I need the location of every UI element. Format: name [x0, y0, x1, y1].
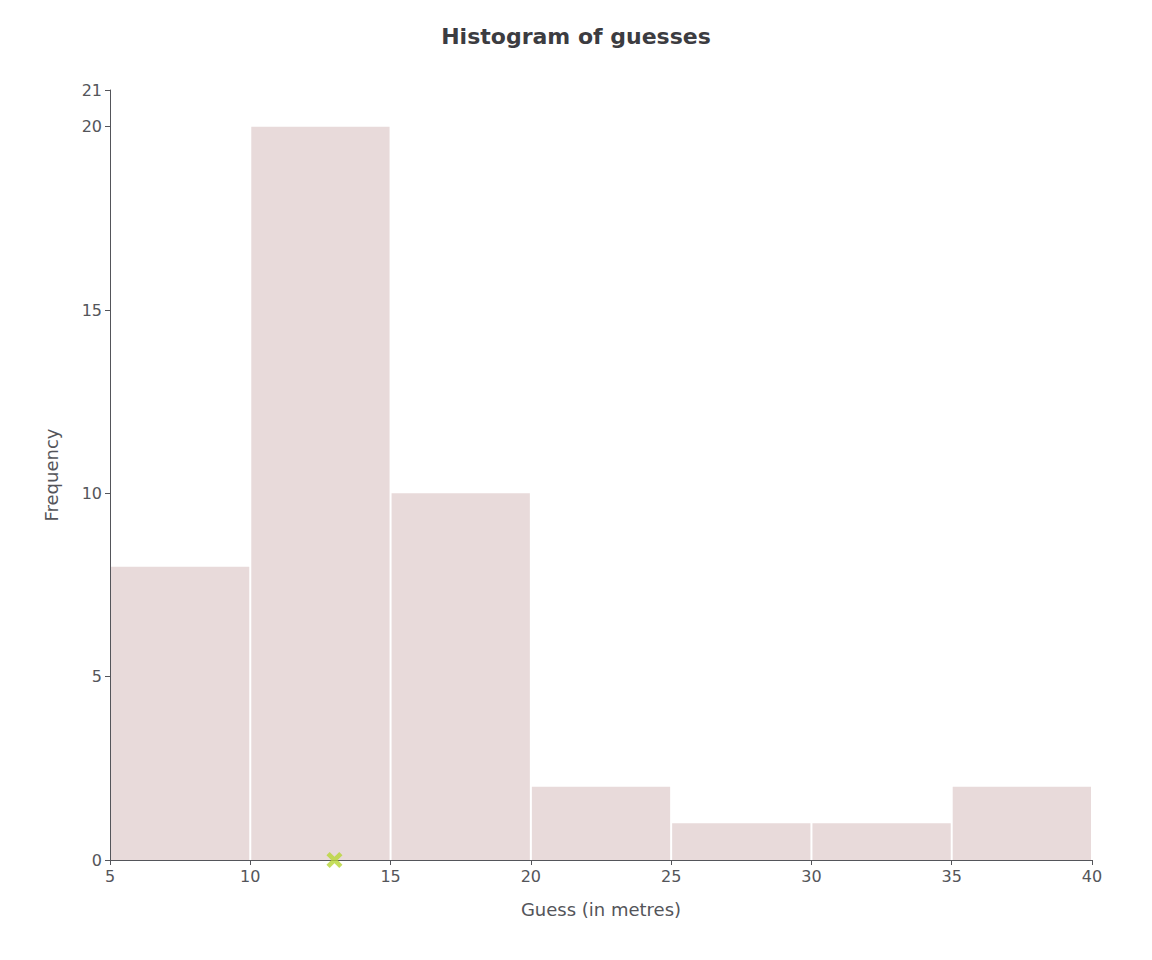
svg-text:15: 15: [82, 301, 102, 320]
svg-text:Frequency: Frequency: [41, 428, 62, 521]
svg-text:25: 25: [661, 867, 681, 886]
svg-text:Histogram of guesses: Histogram of guesses: [441, 24, 711, 49]
svg-text:35: 35: [942, 867, 962, 886]
svg-text:10: 10: [240, 867, 260, 886]
svg-text:20: 20: [82, 117, 102, 136]
svg-text:21: 21: [82, 81, 102, 100]
svg-text:0: 0: [92, 851, 102, 870]
svg-text:5: 5: [92, 667, 102, 686]
svg-text:15: 15: [380, 867, 400, 886]
svg-text:30: 30: [801, 867, 821, 886]
svg-text:Guess (in metres): Guess (in metres): [521, 899, 681, 920]
svg-text:40: 40: [1082, 867, 1102, 886]
svg-text:10: 10: [82, 484, 102, 503]
svg-text:5: 5: [105, 867, 115, 886]
svg-text:20: 20: [521, 867, 541, 886]
